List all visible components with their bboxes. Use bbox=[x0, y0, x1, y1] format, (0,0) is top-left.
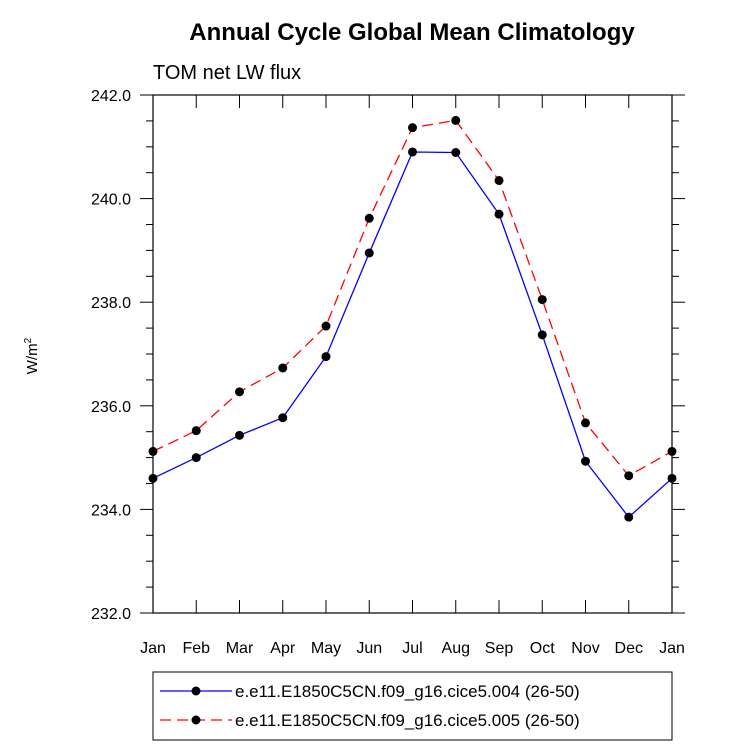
series-1-point bbox=[494, 209, 504, 219]
plot-area-frame bbox=[152, 94, 673, 614]
series-2-point bbox=[537, 295, 547, 305]
y-axis-label-text: W/m bbox=[24, 343, 41, 374]
legend-marker bbox=[191, 686, 201, 696]
series-2-line bbox=[152, 119, 673, 477]
series-2-point bbox=[191, 426, 201, 436]
x-tick-label: Oct bbox=[530, 640, 555, 657]
x-tick-label: Jan bbox=[659, 640, 685, 657]
series-2-point bbox=[278, 363, 288, 373]
series-2 bbox=[148, 115, 677, 481]
series-2-point bbox=[494, 175, 504, 185]
series-1-point bbox=[191, 453, 201, 463]
series-2-point bbox=[408, 123, 417, 133]
series-2-point bbox=[624, 471, 634, 481]
series-1-point bbox=[321, 352, 331, 362]
legend-item-2: e.e11.E1850C5CN.f09_g16.cice5.005 (26-50… bbox=[160, 711, 580, 730]
chart-title: Annual Cycle Global Mean Climatology bbox=[189, 19, 635, 46]
y-axis-label: W/m2 bbox=[23, 337, 41, 374]
series-2-point bbox=[364, 213, 374, 223]
series-1 bbox=[148, 147, 677, 522]
y-tick-label: 234.0 bbox=[91, 502, 131, 519]
legend-box bbox=[152, 671, 673, 741]
chart-subtitle: TOM net LW flux bbox=[153, 62, 301, 84]
x-tick-label: May bbox=[311, 640, 341, 657]
x-tick-label: Feb bbox=[182, 640, 210, 657]
legend: e.e11.E1850C5CN.f09_g16.cice5.004 (26-50… bbox=[152, 671, 673, 741]
x-tick-label: Nov bbox=[571, 640, 599, 657]
legend-marker bbox=[191, 715, 201, 725]
series-1-point bbox=[451, 147, 461, 157]
series-1-line bbox=[152, 151, 673, 519]
legend-label: e.e11.E1850C5CN.f09_g16.cice5.005 (26-50… bbox=[235, 711, 580, 730]
svg-text:W/m2: W/m2 bbox=[23, 337, 41, 374]
x-tick-label: Apr bbox=[270, 640, 296, 657]
series-1-point bbox=[624, 512, 634, 522]
x-tick-label: Jan bbox=[140, 640, 166, 657]
x-tick-label: Aug bbox=[442, 640, 470, 657]
y-tick-label: 232.0 bbox=[91, 606, 131, 623]
series-1-point bbox=[235, 430, 244, 440]
y-tick-label: 236.0 bbox=[91, 399, 131, 416]
series-1-point bbox=[408, 147, 417, 157]
x-tick-label: Mar bbox=[226, 640, 254, 657]
series-1-point bbox=[278, 413, 288, 423]
series-2-point bbox=[321, 321, 331, 331]
series-layer bbox=[148, 115, 677, 522]
x-tick-label: Jul bbox=[402, 640, 422, 657]
y-tick-label: 242.0 bbox=[91, 88, 131, 105]
series-2-point bbox=[581, 418, 590, 428]
axis-tick-labels: 232.0 234.0 236.0 238.0 240.0 242.0 Jan Feb Mar A… bbox=[91, 88, 685, 657]
legend-item-1: e.e11.E1850C5CN.f09_g16.cice5.004 (26-50… bbox=[160, 682, 580, 701]
series-1-point bbox=[537, 330, 547, 340]
axis-ticks bbox=[140, 94, 685, 614]
y-tick-label: 240.0 bbox=[91, 192, 131, 209]
x-tick-label: Jun bbox=[356, 640, 382, 657]
series-1-point bbox=[364, 248, 374, 258]
series-2-point bbox=[451, 115, 461, 125]
y-tick-label: 238.0 bbox=[91, 295, 131, 312]
series-2-point bbox=[235, 387, 244, 397]
series-1-point bbox=[581, 456, 590, 466]
x-tick-label: Dec bbox=[615, 640, 643, 657]
x-tick-label: Sep bbox=[485, 640, 514, 657]
y-axis-label-superscript: 2 bbox=[23, 337, 34, 343]
legend-label: e.e11.E1850C5CN.f09_g16.cice5.004 (26-50… bbox=[235, 682, 580, 701]
